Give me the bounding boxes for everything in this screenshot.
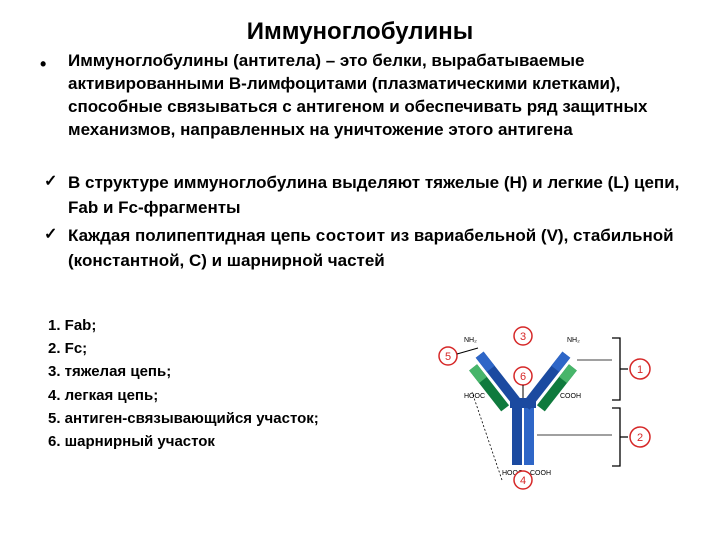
intro-text: Иммуноглобулины (антитела) – это белки, … (68, 51, 647, 139)
checklist: В структуре иммуноглобулина выделяют тяж… (40, 170, 680, 274)
nh2-left: NH₂ (464, 337, 477, 344)
nh2-right: NH₂ (567, 337, 580, 344)
svg-text:5: 5 (445, 351, 451, 363)
svg-text:6: 6 (520, 371, 526, 383)
slide: Иммуноглобулины • Иммуноглобулины (антит… (0, 0, 720, 540)
bullet-dot-icon: • (40, 52, 46, 76)
cooh-right-arm: COOH (560, 393, 581, 400)
svg-text:3: 3 (520, 331, 526, 343)
label-3: 3 (514, 327, 532, 345)
antibody-diagram: NH₂ NH₂ HOOC COOH HOOC COOH 5 3 (412, 320, 682, 490)
antibody-svg: NH₂ NH₂ HOOC COOH HOOC COOH 5 3 (412, 320, 682, 490)
svg-text:1: 1 (637, 364, 643, 376)
slide-title: Иммуноглобулины (40, 18, 680, 46)
svg-text:4: 4 (520, 475, 526, 487)
check-item-2: Каждая полипептидная цепь состоит из вар… (68, 223, 680, 274)
intro-paragraph: • Иммуноглобулины (антитела) – это белки… (40, 50, 680, 142)
check-item-1: В структуре иммуноглобулина выделяют тяж… (68, 170, 680, 221)
svg-text:2: 2 (637, 432, 643, 444)
check2-a: Каждая полипептидная цепь (68, 226, 316, 245)
check2-b: состоит (316, 226, 386, 245)
cooh-bottom: COOH (530, 470, 551, 477)
